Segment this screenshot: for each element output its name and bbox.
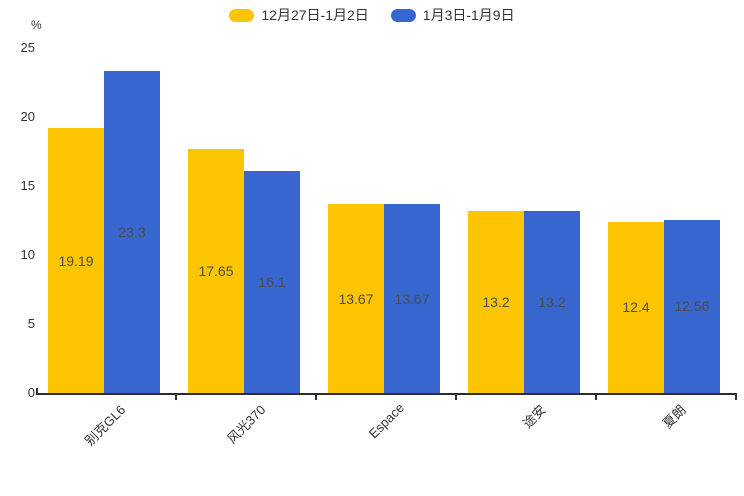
- bar-value-label: 13.2: [482, 293, 510, 310]
- x-axis-tick: [36, 388, 38, 393]
- y-axis-tick-label: 0: [27, 385, 35, 400]
- legend-item-week2[interactable]: 1月3日-1月9日: [390, 5, 515, 25]
- bar-value-label: 13.67: [338, 290, 374, 307]
- y-axis-tick-label: 5: [27, 316, 35, 331]
- x-axis-category-label-夏朗: 夏朗: [659, 402, 689, 432]
- x-axis-tick: [595, 395, 597, 400]
- x-axis-category-label-别克GL6: 别克GL6: [82, 402, 129, 449]
- bar-value-label: 12.4: [622, 299, 650, 316]
- y-axis-unit-label: %: [31, 18, 42, 32]
- x-axis-tick: [735, 395, 737, 400]
- bar-value-label: 23.3: [118, 224, 146, 241]
- bar-series1-夏朗[interactable]: 12.4: [608, 221, 664, 393]
- x-axis-category-label-途安: 途安: [519, 402, 549, 432]
- bar-series2-别克GL6[interactable]: 23.3: [104, 71, 160, 393]
- legend-item-week1[interactable]: 12月27日-1月2日: [229, 5, 369, 25]
- legend-swatch-blue: [390, 8, 416, 22]
- x-axis-category-label-Espace: Espace: [365, 400, 407, 442]
- bar-series1-风光370[interactable]: 17.65: [188, 149, 244, 393]
- bar-value-label: 17.65: [198, 263, 234, 280]
- y-axis-tick-label: 20: [20, 109, 35, 124]
- x-axis-tick: [455, 395, 457, 400]
- bar-value-label: 16.1: [258, 273, 286, 290]
- y-axis-tick-label: 25: [20, 40, 35, 55]
- bar-series2-途安[interactable]: 13.2: [524, 210, 580, 393]
- bar-series2-夏朗[interactable]: 12.56: [664, 219, 720, 393]
- bar-series1-别克GL6[interactable]: 19.19: [48, 128, 104, 393]
- bar-series2-风光370[interactable]: 16.1: [244, 170, 300, 393]
- bar-series2-Espace[interactable]: 13.67: [384, 204, 440, 393]
- x-axis-category-label-风光370: 风光370: [224, 402, 269, 447]
- y-axis-tick-label: 15: [20, 178, 35, 193]
- x-axis-tick: [315, 395, 317, 400]
- chart-legend: 12月27日-1月2日 1月3日-1月9日: [0, 5, 744, 25]
- bar-series1-途安[interactable]: 13.2: [468, 210, 524, 393]
- bar-series1-Espace[interactable]: 13.67: [328, 204, 384, 393]
- bar-value-label: 12.56: [674, 298, 710, 315]
- y-axis-tick-label: 10: [20, 247, 35, 262]
- legend-label-week1: 12月27日-1月2日: [261, 7, 369, 23]
- bar-value-label: 13.67: [394, 290, 430, 307]
- x-axis-line: [36, 393, 737, 395]
- bar-value-label: 13.2: [538, 293, 566, 310]
- legend-swatch-yellow: [229, 8, 255, 22]
- legend-label-week2: 1月3日-1月9日: [422, 7, 515, 23]
- x-axis-tick: [175, 395, 177, 400]
- bar-value-label: 19.19: [58, 252, 94, 269]
